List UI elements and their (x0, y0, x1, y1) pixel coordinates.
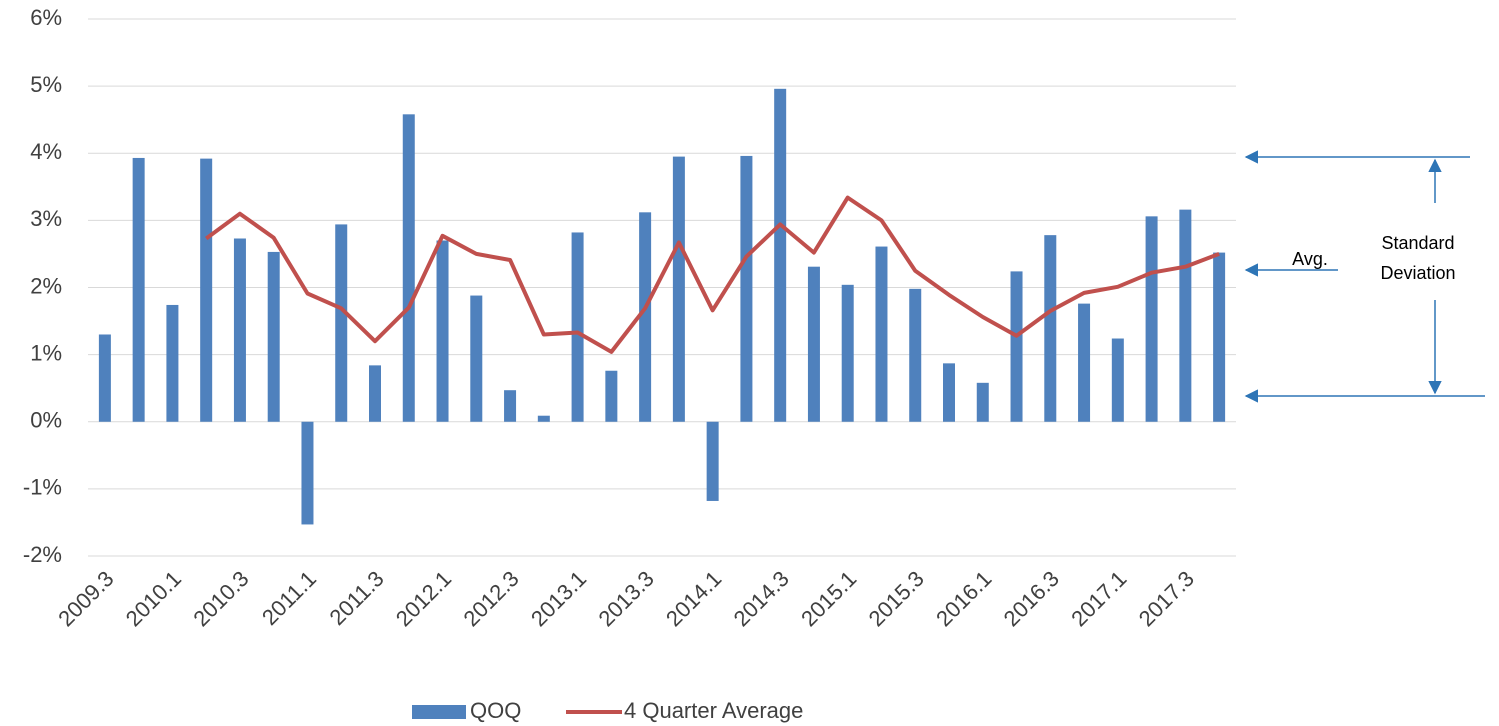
y-tick-label: 1% (30, 340, 62, 365)
x-tick-label: 2010.1 (121, 566, 186, 631)
x-tick-label: 2011.1 (257, 566, 321, 630)
bar (1078, 303, 1091, 422)
bar (436, 240, 449, 422)
bar (335, 224, 348, 422)
bar (301, 421, 314, 525)
line (205, 195, 1220, 354)
annotation-arrows (1244, 150, 1485, 403)
grid (88, 18, 1236, 557)
y-tick-label: 4% (30, 139, 62, 164)
bar (976, 382, 989, 422)
bar (706, 421, 719, 501)
x-tick-label: 2015.1 (796, 566, 861, 631)
x-tick-label: 2011.3 (325, 566, 389, 630)
annotation: Avg. (1292, 249, 1328, 269)
x-tick-label: 2013.3 (593, 566, 658, 631)
x-tick-label: 2016.3 (999, 566, 1064, 631)
bar (98, 334, 111, 422)
x-tick-label: 2009.3 (53, 566, 118, 631)
bar (672, 156, 685, 422)
bar (841, 284, 854, 422)
bar (639, 212, 652, 422)
bar (132, 157, 145, 422)
bar (1010, 271, 1023, 422)
x-tick-label: 2012.3 (458, 566, 523, 631)
y-tick-label: -2% (23, 542, 62, 567)
y-tick-label: 0% (30, 408, 62, 433)
y-tick-label: -1% (23, 475, 62, 500)
bar (402, 114, 415, 422)
legend-label: 4 Quarter Average (624, 698, 803, 723)
bar (875, 246, 888, 422)
annotation: Deviation (1380, 263, 1455, 283)
bar (1111, 338, 1124, 422)
bar (807, 266, 820, 422)
y-tick-label: 3% (30, 206, 62, 231)
x-tick-label: 2017.1 (1066, 566, 1131, 631)
y-tick-label: 5% (30, 72, 62, 97)
y-tick-label: 2% (30, 273, 62, 298)
bar (369, 365, 381, 422)
bar (605, 370, 618, 422)
bar (1145, 216, 1158, 422)
x-tick-label: 2014.1 (661, 566, 726, 631)
bar (470, 295, 483, 422)
x-tick-label: 2017.3 (1134, 566, 1199, 631)
bar (1179, 209, 1192, 422)
bar (740, 155, 753, 422)
bar (233, 238, 246, 422)
bar (571, 232, 584, 422)
x-tick-label: 2012.1 (391, 566, 456, 631)
bar (1044, 235, 1057, 422)
x-tick-label: 2014.3 (729, 566, 794, 631)
y-tick-label: 6% (30, 5, 62, 30)
bar (943, 363, 955, 422)
bar (1213, 252, 1226, 422)
annotation: Standard (1381, 233, 1454, 253)
x-tick-label: 2010.3 (188, 566, 253, 631)
bar (774, 88, 787, 422)
x-tick-label: 2016.1 (931, 566, 996, 631)
x-tick-label: 2015.3 (864, 566, 929, 631)
x-tick-label: 2013.1 (526, 566, 591, 631)
bar (166, 304, 179, 422)
legend-label: QOQ (470, 698, 521, 723)
bar (537, 415, 550, 422)
bar (200, 158, 213, 422)
bar (504, 390, 517, 422)
bar (909, 288, 922, 422)
bar (267, 251, 280, 422)
legend-swatch (412, 705, 466, 719)
